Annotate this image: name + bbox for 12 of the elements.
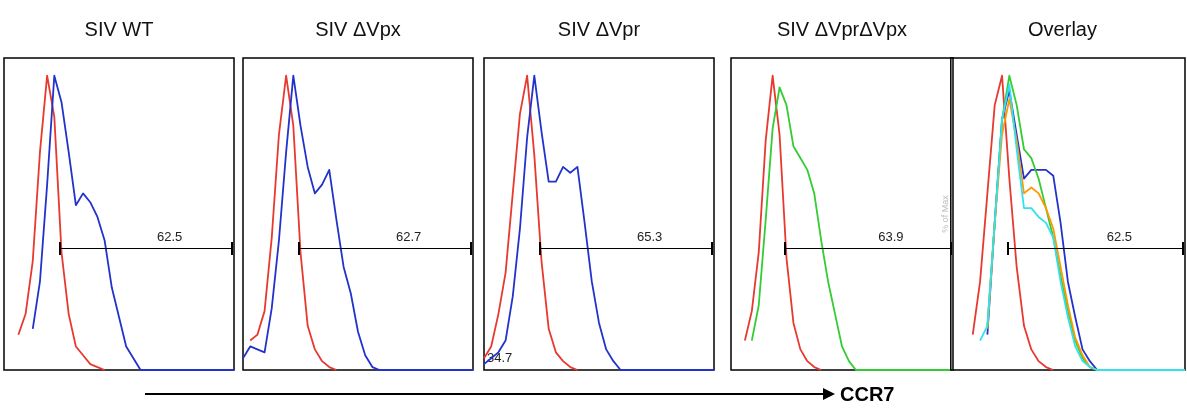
x-axis-title: CCR7 — [840, 382, 895, 406]
chart-title: Overlay — [1028, 17, 1097, 40]
chart-title: SIV ΔVpr — [557, 17, 641, 40]
annotation: 65.3 — [636, 229, 663, 245]
annotation: 63.9 — [878, 229, 904, 245]
y-axis-title: % of Max — [939, 194, 950, 233]
annotation: 62.5 — [156, 229, 183, 245]
annotation: 62.5 — [1106, 229, 1133, 245]
chart-title: SIV ΔVprΔVpx — [776, 17, 908, 40]
annotation: 62.7 — [395, 229, 422, 245]
chart-title: SIV ΔVpx — [315, 17, 401, 40]
chart-title: SIV WT — [84, 17, 154, 40]
